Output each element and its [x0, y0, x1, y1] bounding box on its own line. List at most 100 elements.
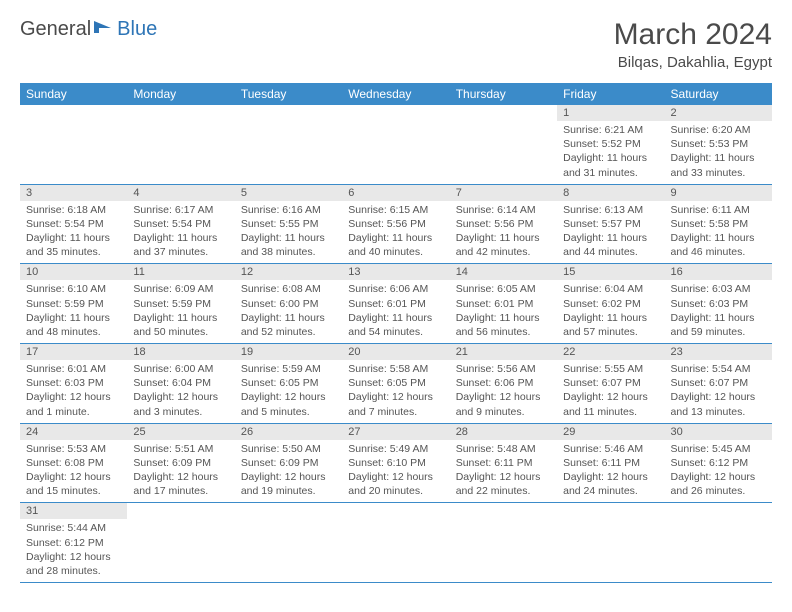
daylight-line: Daylight: 11 hours and 54 minutes.	[348, 311, 443, 339]
calendar-empty-cell	[235, 105, 342, 184]
day-number: 6	[342, 185, 449, 201]
weekday-header: Friday	[557, 83, 664, 105]
calendar-day-cell: 19Sunrise: 5:59 AMSunset: 6:05 PMDayligh…	[235, 344, 342, 424]
weekday-header: Tuesday	[235, 83, 342, 105]
daylight-line: Daylight: 11 hours and 31 minutes.	[563, 151, 658, 179]
daylight-line: Daylight: 12 hours and 9 minutes.	[456, 390, 551, 418]
day-number: 14	[450, 264, 557, 280]
daylight-line: Daylight: 12 hours and 22 minutes.	[456, 470, 551, 498]
sunset-line: Sunset: 6:09 PM	[241, 456, 336, 470]
daylight-line: Daylight: 12 hours and 13 minutes.	[671, 390, 766, 418]
daylight-line: Daylight: 11 hours and 56 minutes.	[456, 311, 551, 339]
calendar-empty-cell	[20, 105, 127, 184]
day-content: Sunrise: 6:05 AMSunset: 6:01 PMDaylight:…	[450, 280, 557, 343]
sunrise-line: Sunrise: 5:50 AM	[241, 442, 336, 456]
logo-text-general: General	[20, 18, 91, 41]
sunrise-line: Sunrise: 5:51 AM	[133, 442, 228, 456]
sunrise-line: Sunrise: 6:15 AM	[348, 203, 443, 217]
sunrise-line: Sunrise: 6:20 AM	[671, 123, 766, 137]
calendar-day-cell: 8Sunrise: 6:13 AMSunset: 5:57 PMDaylight…	[557, 184, 664, 264]
sunset-line: Sunset: 6:01 PM	[456, 297, 551, 311]
daylight-line: Daylight: 12 hours and 7 minutes.	[348, 390, 443, 418]
calendar-day-cell: 30Sunrise: 5:45 AMSunset: 6:12 PMDayligh…	[665, 423, 772, 503]
day-number: 19	[235, 344, 342, 360]
calendar-day-cell: 21Sunrise: 5:56 AMSunset: 6:06 PMDayligh…	[450, 344, 557, 424]
sunset-line: Sunset: 6:02 PM	[563, 297, 658, 311]
day-content: Sunrise: 6:13 AMSunset: 5:57 PMDaylight:…	[557, 201, 664, 264]
sunset-line: Sunset: 6:11 PM	[563, 456, 658, 470]
day-content: Sunrise: 5:54 AMSunset: 6:07 PMDaylight:…	[665, 360, 772, 423]
calendar-day-cell: 28Sunrise: 5:48 AMSunset: 6:11 PMDayligh…	[450, 423, 557, 503]
calendar-day-cell: 20Sunrise: 5:58 AMSunset: 6:05 PMDayligh…	[342, 344, 449, 424]
daylight-line: Daylight: 11 hours and 44 minutes.	[563, 231, 658, 259]
sunrise-line: Sunrise: 6:11 AM	[671, 203, 766, 217]
sunset-line: Sunset: 6:03 PM	[671, 297, 766, 311]
calendar-week-row: 17Sunrise: 6:01 AMSunset: 6:03 PMDayligh…	[20, 344, 772, 424]
calendar-week-row: 1Sunrise: 6:21 AMSunset: 5:52 PMDaylight…	[20, 105, 772, 184]
calendar-day-cell: 27Sunrise: 5:49 AMSunset: 6:10 PMDayligh…	[342, 423, 449, 503]
day-number: 1	[557, 105, 664, 121]
day-number: 5	[235, 185, 342, 201]
day-number: 18	[127, 344, 234, 360]
sunrise-line: Sunrise: 6:21 AM	[563, 123, 658, 137]
calendar-day-cell: 31Sunrise: 5:44 AMSunset: 6:12 PMDayligh…	[20, 503, 127, 583]
day-content: Sunrise: 6:03 AMSunset: 6:03 PMDaylight:…	[665, 280, 772, 343]
calendar-day-cell: 7Sunrise: 6:14 AMSunset: 5:56 PMDaylight…	[450, 184, 557, 264]
day-number: 27	[342, 424, 449, 440]
sunset-line: Sunset: 6:12 PM	[671, 456, 766, 470]
sunset-line: Sunset: 6:10 PM	[348, 456, 443, 470]
calendar-day-cell: 10Sunrise: 6:10 AMSunset: 5:59 PMDayligh…	[20, 264, 127, 344]
daylight-line: Daylight: 11 hours and 42 minutes.	[456, 231, 551, 259]
sunrise-line: Sunrise: 5:46 AM	[563, 442, 658, 456]
sunset-line: Sunset: 6:00 PM	[241, 297, 336, 311]
sunset-line: Sunset: 6:03 PM	[26, 376, 121, 390]
calendar-day-cell: 25Sunrise: 5:51 AMSunset: 6:09 PMDayligh…	[127, 423, 234, 503]
daylight-line: Daylight: 11 hours and 57 minutes.	[563, 311, 658, 339]
sunrise-line: Sunrise: 6:03 AM	[671, 282, 766, 296]
calendar-empty-cell	[342, 503, 449, 583]
sunrise-line: Sunrise: 5:58 AM	[348, 362, 443, 376]
calendar-empty-cell	[342, 105, 449, 184]
day-number: 10	[20, 264, 127, 280]
calendar-day-cell: 15Sunrise: 6:04 AMSunset: 6:02 PMDayligh…	[557, 264, 664, 344]
daylight-line: Daylight: 11 hours and 40 minutes.	[348, 231, 443, 259]
sunset-line: Sunset: 5:57 PM	[563, 217, 658, 231]
daylight-line: Daylight: 12 hours and 20 minutes.	[348, 470, 443, 498]
day-content: Sunrise: 5:44 AMSunset: 6:12 PMDaylight:…	[20, 519, 127, 582]
calendar-day-cell: 16Sunrise: 6:03 AMSunset: 6:03 PMDayligh…	[665, 264, 772, 344]
day-number: 9	[665, 185, 772, 201]
daylight-line: Daylight: 12 hours and 11 minutes.	[563, 390, 658, 418]
day-content: Sunrise: 6:17 AMSunset: 5:54 PMDaylight:…	[127, 201, 234, 264]
sunset-line: Sunset: 5:56 PM	[456, 217, 551, 231]
calendar-day-cell: 17Sunrise: 6:01 AMSunset: 6:03 PMDayligh…	[20, 344, 127, 424]
weekday-header: Monday	[127, 83, 234, 105]
sunset-line: Sunset: 6:07 PM	[563, 376, 658, 390]
day-content: Sunrise: 6:16 AMSunset: 5:55 PMDaylight:…	[235, 201, 342, 264]
day-content: Sunrise: 5:51 AMSunset: 6:09 PMDaylight:…	[127, 440, 234, 503]
daylight-line: Daylight: 12 hours and 24 minutes.	[563, 470, 658, 498]
day-number: 16	[665, 264, 772, 280]
weekday-header-row: SundayMondayTuesdayWednesdayThursdayFrid…	[20, 83, 772, 105]
day-content: Sunrise: 6:06 AMSunset: 6:01 PMDaylight:…	[342, 280, 449, 343]
sunrise-line: Sunrise: 5:48 AM	[456, 442, 551, 456]
calendar-day-cell: 9Sunrise: 6:11 AMSunset: 5:58 PMDaylight…	[665, 184, 772, 264]
sunset-line: Sunset: 5:58 PM	[671, 217, 766, 231]
sunset-line: Sunset: 5:56 PM	[348, 217, 443, 231]
sunrise-line: Sunrise: 6:18 AM	[26, 203, 121, 217]
sunset-line: Sunset: 6:04 PM	[133, 376, 228, 390]
calendar-week-row: 31Sunrise: 5:44 AMSunset: 6:12 PMDayligh…	[20, 503, 772, 583]
sunrise-line: Sunrise: 6:10 AM	[26, 282, 121, 296]
weekday-header: Thursday	[450, 83, 557, 105]
calendar-week-row: 24Sunrise: 5:53 AMSunset: 6:08 PMDayligh…	[20, 423, 772, 503]
day-number: 22	[557, 344, 664, 360]
day-content: Sunrise: 6:08 AMSunset: 6:00 PMDaylight:…	[235, 280, 342, 343]
day-content: Sunrise: 6:10 AMSunset: 5:59 PMDaylight:…	[20, 280, 127, 343]
sunset-line: Sunset: 5:53 PM	[671, 137, 766, 151]
day-content: Sunrise: 6:18 AMSunset: 5:54 PMDaylight:…	[20, 201, 127, 264]
day-content: Sunrise: 5:49 AMSunset: 6:10 PMDaylight:…	[342, 440, 449, 503]
day-content: Sunrise: 6:20 AMSunset: 5:53 PMDaylight:…	[665, 121, 772, 184]
daylight-line: Daylight: 12 hours and 3 minutes.	[133, 390, 228, 418]
sunset-line: Sunset: 6:07 PM	[671, 376, 766, 390]
daylight-line: Daylight: 12 hours and 19 minutes.	[241, 470, 336, 498]
header: General Blue March 2024 Bilqas, Dakahlia…	[20, 18, 772, 71]
